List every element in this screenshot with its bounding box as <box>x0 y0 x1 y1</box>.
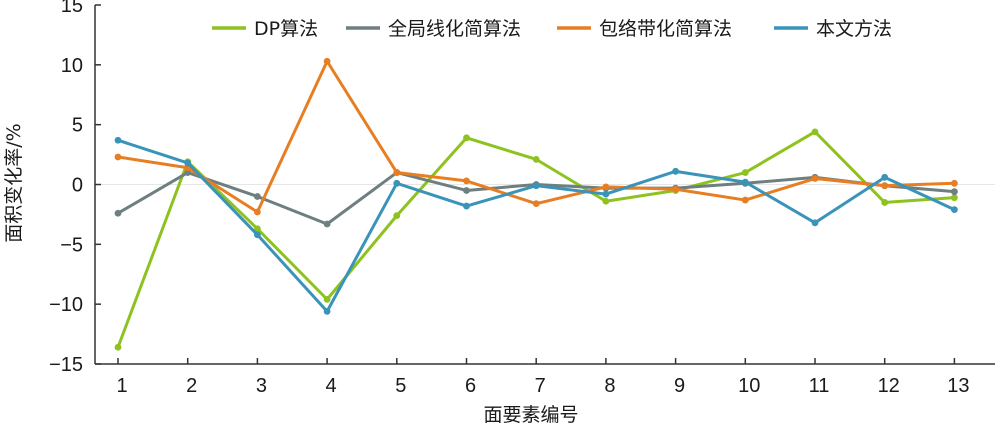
data-point <box>323 295 331 303</box>
y-axis-title: 面积变化率/% <box>3 123 25 242</box>
data-point <box>811 128 819 136</box>
data-point <box>672 185 679 193</box>
series-3 <box>114 57 958 216</box>
x-tick-label: 1 <box>116 375 127 397</box>
x-tick-label: 9 <box>674 375 685 397</box>
legend-label: 全局线化简算法 <box>388 18 521 40</box>
y-tick-label: 10 <box>61 55 83 77</box>
x-tick-label: 12 <box>878 375 900 397</box>
data-point <box>184 169 192 176</box>
data-point <box>393 212 401 220</box>
y-tick-label: −10 <box>49 294 83 316</box>
data-point <box>602 197 610 205</box>
data-point <box>741 169 749 176</box>
data-point <box>114 343 122 351</box>
data-point <box>463 202 470 210</box>
x-tick-label: 10 <box>738 375 760 397</box>
data-point <box>811 175 819 182</box>
data-point <box>532 182 540 190</box>
legend: DP算法 全局线化简算法 包络带化简算法 本文方法 <box>212 18 892 40</box>
data-point <box>672 167 679 175</box>
x-tick-label: 11 <box>809 375 830 397</box>
data-point <box>254 193 261 200</box>
series-line <box>116 130 956 349</box>
data-point <box>811 219 819 227</box>
y-tick-label: 5 <box>72 115 83 137</box>
data-point <box>532 200 540 208</box>
data-point <box>184 159 192 167</box>
data-point <box>114 136 122 144</box>
data-point <box>881 182 889 190</box>
data-point <box>393 169 401 176</box>
data-point <box>323 220 331 228</box>
data-point <box>881 199 889 206</box>
x-tick-label: 7 <box>535 375 546 397</box>
data-point <box>114 209 122 217</box>
data-point <box>463 134 470 142</box>
data-point <box>323 57 331 65</box>
legend-item-2: 全局线化简算法 <box>346 18 521 40</box>
y-tick-label: 0 <box>72 175 83 197</box>
y-tick-label: −5 <box>60 234 83 256</box>
legend-item-1: DP算法 <box>212 18 318 40</box>
data-point <box>254 231 261 239</box>
legend-item-4: 本文方法 <box>774 18 892 40</box>
series-lines <box>114 57 958 351</box>
x-axis-title: 面要素编号 <box>483 404 578 426</box>
y-axis-ticks: −15 −10 −5 0 5 10 15 <box>49 0 101 376</box>
data-point <box>951 194 958 202</box>
y-tick-label: −15 <box>49 354 83 376</box>
data-point <box>951 206 958 214</box>
x-tick-label: 2 <box>186 375 197 397</box>
data-point <box>602 190 610 198</box>
x-tick-label: 13 <box>947 375 969 397</box>
data-point <box>393 179 401 187</box>
x-tick-label: 8 <box>604 375 615 397</box>
legend-label: 包络带化简算法 <box>599 18 732 40</box>
data-point <box>254 208 261 216</box>
data-point <box>254 225 261 233</box>
data-point <box>741 196 749 204</box>
data-point <box>602 183 610 191</box>
data-point <box>951 179 958 187</box>
data-point <box>881 173 889 181</box>
data-point <box>323 307 331 315</box>
y-tick-label: 15 <box>61 0 83 17</box>
legend-label: 本文方法 <box>816 18 892 40</box>
data-point <box>114 153 122 161</box>
series-line <box>116 138 956 313</box>
series-1 <box>114 128 958 351</box>
x-tick-label: 4 <box>326 375 337 397</box>
data-point <box>532 155 540 163</box>
x-tick-label: 6 <box>465 375 476 397</box>
series-line <box>116 59 956 214</box>
data-point <box>951 188 958 196</box>
x-tick-label: 3 <box>256 375 267 397</box>
data-point <box>741 178 749 186</box>
legend-item-3: 包络带化简算法 <box>557 18 732 40</box>
data-point <box>463 177 470 185</box>
series-4 <box>114 136 958 315</box>
legend-label: DP算法 <box>254 18 318 40</box>
data-point <box>463 187 470 194</box>
x-axis-ticks: 1 2 3 4 5 6 7 8 9 10 11 12 13 <box>116 358 970 397</box>
x-tick-label: 5 <box>395 375 406 397</box>
